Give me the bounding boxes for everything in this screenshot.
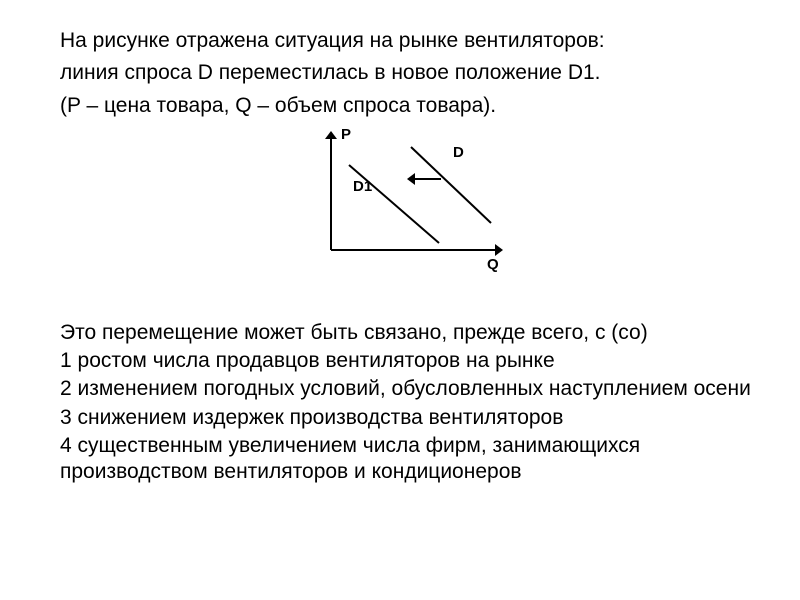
demand-shift-chart: P Q D D1 [291,125,521,275]
svg-text:P: P [341,126,351,143]
heading-line-3: (P – цена товара, Q – объем спроса товар… [60,93,752,119]
option-1: 1 ростом числа продавцов вентиляторов на… [60,348,752,374]
svg-text:D: D [453,144,464,161]
slide-content: На рисунке отражена ситуация на рынке ве… [0,0,800,505]
option-2: 2 изменением погодных условий, обусловле… [60,376,752,402]
option-4: 4 существенным увеличением числа фирм, з… [60,433,752,486]
svg-text:D1: D1 [353,178,372,195]
chart-container: P Q D D1 [60,125,752,280]
svg-text:Q: Q [487,256,499,273]
heading-line-1: На рисунке отражена ситуация на рынке ве… [60,28,752,54]
option-3: 3 снижением издержек производства вентил… [60,405,752,431]
question-text: Это перемещение может быть связано, преж… [60,320,752,346]
heading-line-2: линия спроса D переместилась в новое пол… [60,60,752,86]
